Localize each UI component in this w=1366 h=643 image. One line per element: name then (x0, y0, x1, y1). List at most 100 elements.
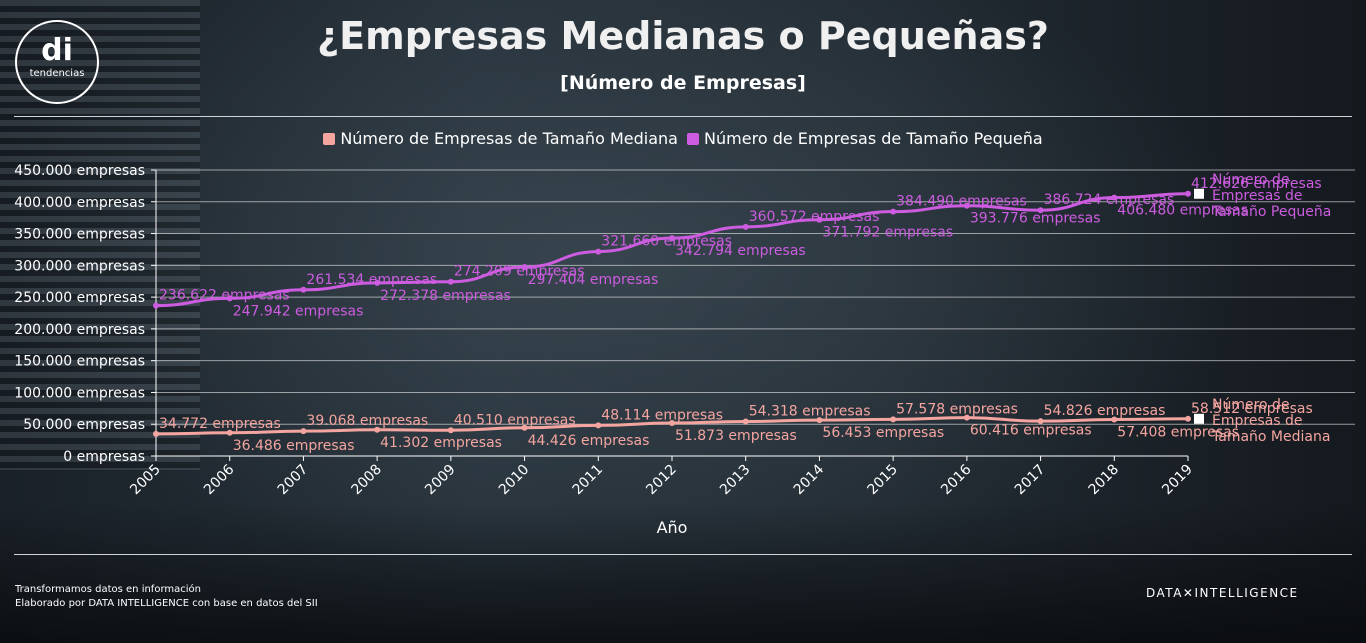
data-point-pequena (1037, 207, 1044, 214)
gridlines (156, 169, 1355, 425)
series-end-label-mediana: Número de Empresas de Tamaño Mediana (1211, 397, 1330, 445)
legend-label-mediana: Número de Empresas de Tamaño Mediana (340, 129, 678, 148)
chart-legend: Número de Empresas de Tamaño Mediana Núm… (0, 129, 1366, 148)
data-label-pequena: 321.660 empresas (601, 234, 732, 250)
data-point-mediana (742, 418, 749, 425)
x-tick-label: 2012 (643, 462, 680, 499)
x-tick-label: 2019 (1159, 462, 1196, 499)
data-point-pequena (1111, 194, 1118, 201)
data-point-pequena (521, 263, 528, 270)
footer-line-1: Transformamos datos en información (15, 584, 201, 595)
data-point-pequena (742, 223, 749, 230)
y-axis-ticks: 0 empresas 50.000 empresas 100.000 empresa… (14, 163, 156, 465)
chart-title: ¿Empresas Medianas o Pequeñas? (317, 14, 1049, 58)
x-tick-label: 2009 (422, 462, 459, 499)
x-tick-label: 2007 (275, 462, 312, 499)
data-point-mediana (447, 427, 454, 434)
data-label-pequena: 412.626 empresas (1191, 176, 1322, 192)
x-axis-title: Año (657, 518, 688, 537)
data-point-pequena (447, 278, 454, 285)
data-label-mediana: 57.578 empresas (896, 401, 1018, 417)
data-point-pequena (669, 235, 675, 242)
data-label-mediana: 54.318 empresas (749, 403, 871, 419)
data-label-mediana: 48.114 empresas (601, 407, 723, 423)
logo-text: tendencias (29, 68, 85, 79)
data-label-pequena: 393.776 empresas (970, 211, 1101, 227)
data-point-pequena (374, 279, 381, 286)
data-point-mediana (300, 428, 307, 435)
data-label-pequena: 247.942 empresas (233, 303, 364, 319)
series-end-marker-mediana (1194, 413, 1204, 424)
series-end-marker-pequena (1194, 188, 1204, 199)
data-label-mediana: 56.453 empresas (822, 425, 944, 441)
y-tick-label: 250.000 empresas (14, 290, 145, 306)
data-point-mediana (816, 417, 823, 424)
data-point-mediana (1111, 416, 1118, 423)
series-end-label-line: Tamaño Mediana (1211, 429, 1330, 445)
data-label-pequena: 371.792 empresas (822, 225, 953, 241)
data-label-mediana: 60.416 empresas (970, 423, 1092, 439)
data-point-mediana (521, 424, 528, 431)
data-point-pequena (816, 216, 823, 223)
data-label-pequena: 386.724 empresas (1044, 192, 1175, 208)
chart-subtitle: [Número de Empresas] (560, 72, 806, 94)
data-point-mediana (669, 420, 675, 427)
data-point-pequena (153, 302, 159, 309)
x-tick-label: 2017 (1012, 462, 1049, 499)
series-end-label-line: Número de (1212, 172, 1290, 188)
data-label-mediana: 58.512 empresas (1191, 401, 1313, 417)
data-label-pequena: 274.209 empresas (454, 264, 585, 280)
data-label-mediana: 44.426 empresas (528, 433, 650, 449)
legend-swatch-pequena (687, 133, 700, 145)
x-tick-label: 2014 (791, 461, 828, 498)
series-end-label-line: Empresas de (1212, 188, 1303, 204)
data-point-mediana (1037, 418, 1044, 425)
x-tick-label: 2006 (201, 461, 238, 498)
data-label-mediana: 36.486 empresas (233, 438, 355, 454)
y-tick-label: 0 empresas (63, 449, 145, 465)
y-tick-label: 200.000 empresas (14, 322, 145, 338)
data-label-pequena: 406.480 empresas (1117, 203, 1248, 219)
legend-label-pequena: Número de Empresas de Tamaño Pequeña (704, 129, 1043, 148)
data-point-mediana (963, 414, 970, 421)
y-tick-label: 450.000 empresas (14, 163, 145, 179)
data-point-mediana (374, 426, 381, 433)
di-tendencias-logo: di tendencias (15, 20, 99, 104)
x-tick-label: 2011 (570, 462, 607, 499)
data-label-pequena: 236.622 empresas (159, 288, 290, 304)
data-point-pequena (595, 248, 602, 255)
data-point-mediana (595, 422, 602, 429)
bottom-divider (14, 554, 1352, 555)
data-point-mediana (226, 429, 233, 436)
data-label-pequena: 342.794 empresas (675, 243, 806, 259)
x-tick-label: 2005 (127, 462, 164, 499)
legend-item-pequena[interactable]: Número de Empresas de Tamaño Pequeña (687, 129, 1043, 148)
series-end-label-line: Número de (1212, 397, 1290, 413)
data-label-mediana: 34.772 empresas (159, 416, 281, 432)
data-label-pequena: 272.378 empresas (380, 288, 511, 304)
data-point-pequena (1185, 190, 1191, 197)
legend-item-mediana[interactable]: Número de Empresas de Tamaño Mediana (323, 129, 678, 148)
data-label-mediana: 40.510 empresas (454, 412, 576, 428)
footer-line-2: Elaborado por DATA INTELLIGENCE con base… (15, 598, 318, 609)
data-intelligence-logo: DATA✕INTELLIGENCE (1146, 586, 1299, 600)
x-axis-ticks: 2005 2006 2007 2008 2009 2010 2011 2012 2013 2014… (127, 456, 1196, 498)
y-tick-label: 400.000 empresas (14, 195, 145, 211)
series-end-label-line: Tamaño Pequeña (1211, 204, 1331, 220)
y-tick-label: 100.000 empresas (14, 385, 145, 401)
data-point-pequena (300, 286, 307, 293)
data-label-mediana: 51.873 empresas (675, 428, 797, 444)
data-label-mediana: 57.408 empresas (1117, 425, 1239, 441)
data-point-pequena (226, 295, 233, 302)
data-label-pequena: 360.572 empresas (749, 209, 880, 225)
data-point-mediana (153, 430, 159, 437)
series-end-label-line: Empresas de (1212, 413, 1303, 429)
data-label-mediana: 41.302 empresas (380, 435, 502, 451)
x-tick-label: 2013 (717, 462, 754, 499)
top-divider (14, 116, 1352, 117)
x-tick-label: 2010 (496, 462, 533, 499)
x-tick-label: 2016 (938, 461, 975, 498)
y-tick-label: 50.000 empresas (23, 417, 145, 433)
x-tick-label: 2015 (864, 462, 901, 499)
